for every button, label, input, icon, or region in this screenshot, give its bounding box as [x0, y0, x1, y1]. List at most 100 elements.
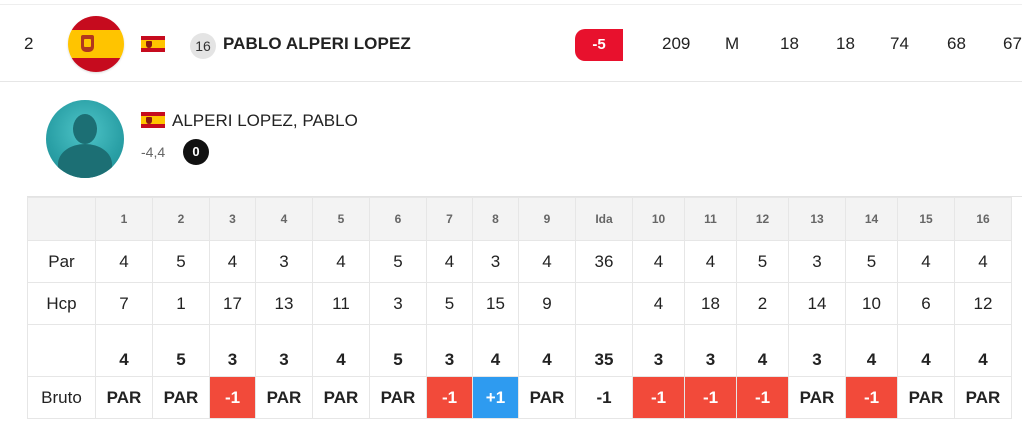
round-2-score: 68: [947, 34, 966, 53]
par-cell: 5: [152, 240, 210, 283]
thru-value: 18: [780, 34, 799, 53]
hdr-cell: Ida: [575, 197, 633, 241]
avatar: [46, 100, 124, 178]
res-cell: -1: [684, 376, 737, 419]
par-cell: 5: [736, 240, 789, 283]
gross-row: 4 5 3 3 4 5 3 4 4 35 3 3 4 3 4 4 4: [27, 324, 1012, 377]
gross-cell: 4: [518, 324, 576, 377]
hdr-cell: 4: [255, 197, 313, 241]
gross-cell: 3: [426, 324, 473, 377]
player-badge: 0: [183, 139, 209, 165]
res-row: Bruto PAR PAR -1 PAR PAR PAR -1 +1 PAR -1 -1 -1 -1 PAR…: [27, 376, 1012, 419]
res-cell: PAR: [897, 376, 955, 419]
hcp-cell: 17: [209, 282, 256, 325]
hcp-cell: 15: [472, 282, 519, 325]
par-cell: 4: [632, 240, 685, 283]
hcp-cell: 7: [95, 282, 153, 325]
res-cell: PAR: [312, 376, 370, 419]
par-cell: 4: [312, 240, 370, 283]
total-strokes: 209: [662, 34, 691, 53]
gross-cell: 4: [472, 324, 519, 377]
res-cell: -1: [575, 376, 633, 419]
shirt-number-badge: 16: [190, 33, 216, 59]
hcp-cell: 11: [312, 282, 370, 325]
par-cell: 4: [95, 240, 153, 283]
player-full-name: ALPERI LOPEZ, PABLO: [172, 111, 358, 130]
res-cell: PAR: [518, 376, 576, 419]
res-cell: PAR: [95, 376, 153, 419]
hcp-cell: [575, 282, 633, 325]
par-cell: 4: [518, 240, 576, 283]
spain-flag-small-icon: [141, 112, 165, 128]
hdr-cell: 6: [369, 197, 427, 241]
gross-cell: 4: [95, 324, 153, 377]
round-3-score: 67: [1003, 34, 1022, 53]
hdr-cell: 10: [632, 197, 685, 241]
spain-flag-icon: [68, 16, 124, 72]
hdr-cell: 1: [95, 197, 153, 241]
hdr-cell: 13: [788, 197, 846, 241]
hdr-cell: 5: [312, 197, 370, 241]
par-cell: 36: [575, 240, 633, 283]
status-indicator: M: [725, 34, 740, 53]
hcp-cell: 6: [897, 282, 955, 325]
hdr-cell: 12: [736, 197, 789, 241]
hcp-cell: 3: [369, 282, 427, 325]
gross-cell: 3: [209, 324, 256, 377]
hdr-cell: 11: [684, 197, 737, 241]
hcp-label: Hcp: [27, 282, 96, 325]
hdr-cell: 9: [518, 197, 576, 241]
hdr-cell: 8: [472, 197, 519, 241]
hdr-cell: 3: [209, 197, 256, 241]
gross-cell: 4: [897, 324, 955, 377]
hcp-cell: 9: [518, 282, 576, 325]
par-cell: 3: [788, 240, 846, 283]
scorecard-table: 1 2 3 4 5 6 7 8 9 Ida 10 11 12 13 14 15 16 Par 4 5 4 3 4 5 4 3 4 36…: [27, 197, 1012, 419]
hcp-cell: 1: [152, 282, 210, 325]
res-cell: +1: [472, 376, 519, 419]
par-cell: 4: [209, 240, 256, 283]
player-handicap: -4,4: [141, 144, 166, 160]
leaderboard-row[interactable]: 2 16 PABLO ALPERI LOPEZ -5 209 M 18 18 7…: [0, 0, 1022, 82]
gross-cell: 4: [312, 324, 370, 377]
scorecard: 1 2 3 4 5 6 7 8 9 Ida 10 11 12 13 14 15 16 Par 4 5 4 3 4 5 4 3 4 36…: [27, 196, 1022, 419]
par-cell: 4: [684, 240, 737, 283]
hcp-cell: 5: [426, 282, 473, 325]
hcp-cell: 12: [954, 282, 1012, 325]
gross-cell: 3: [632, 324, 685, 377]
res-cell: -1: [845, 376, 898, 419]
gross-cell: 3: [684, 324, 737, 377]
hdr-cell: 16: [954, 197, 1012, 241]
hcp-cell: 13: [255, 282, 313, 325]
hdr-cell: 2: [152, 197, 210, 241]
hole-value: 18: [836, 34, 855, 53]
gross-cell: 5: [369, 324, 427, 377]
res-cell: -1: [426, 376, 473, 419]
hdr-cell: 14: [845, 197, 898, 241]
hcp-cell: 10: [845, 282, 898, 325]
hdr-cell: 7: [426, 197, 473, 241]
hcp-cell: 4: [632, 282, 685, 325]
hcp-row: Hcp 7 1 17 13 11 3 5 15 9 4 18 2 14 10 6 12: [27, 282, 1012, 325]
position: 2: [24, 34, 34, 53]
gross-cell: 5: [152, 324, 210, 377]
gross-label: Bruto: [27, 376, 96, 419]
par-cell: 3: [255, 240, 313, 283]
res-cell: PAR: [255, 376, 313, 419]
par-cell: 5: [369, 240, 427, 283]
par-cell: 4: [954, 240, 1012, 283]
res-cell: -1: [736, 376, 789, 419]
gross-cell: 4: [954, 324, 1012, 377]
gross-label-blank: [27, 324, 96, 377]
spain-flag-small-icon: [141, 36, 165, 52]
gross-cell: 3: [255, 324, 313, 377]
gross-cell: 35: [575, 324, 633, 377]
gross-cell: 3: [788, 324, 846, 377]
hole-header-label: [27, 197, 96, 241]
player-name[interactable]: PABLO ALPERI LOPEZ: [223, 34, 411, 53]
res-cell: PAR: [152, 376, 210, 419]
gross-cell: 4: [736, 324, 789, 377]
par-row: Par 4 5 4 3 4 5 4 3 4 36 4 4 5 3 5 4 4: [27, 240, 1012, 283]
par-label: Par: [27, 240, 96, 283]
hcp-cell: 14: [788, 282, 846, 325]
